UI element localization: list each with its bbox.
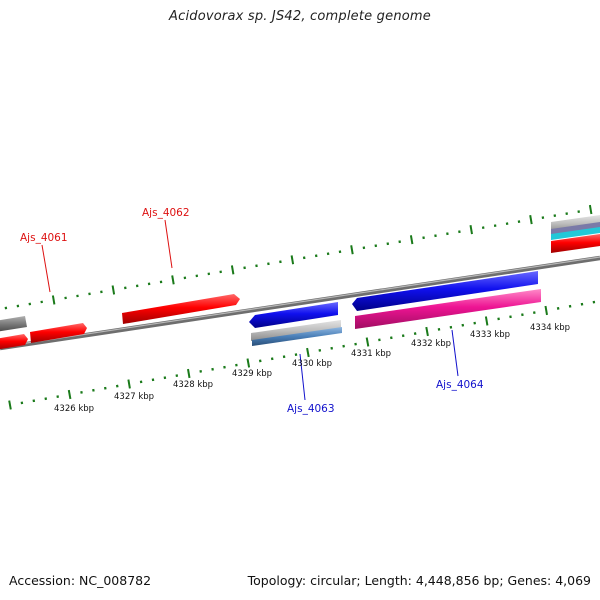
upper-ruler-major-tick (290, 255, 295, 265)
gene-ajs-4064 (352, 271, 538, 311)
lower-ruler-minor-tick (556, 306, 560, 310)
gene-label-ajs-4063: Ajs_4063 (287, 403, 335, 415)
label-leader-lines (41, 219, 459, 401)
lower-ruler-minor-tick (115, 384, 119, 388)
leader-ajs-4064 (451, 329, 459, 377)
genome-summary-text: Topology: circular; Length: 4,448,856 bp… (247, 573, 591, 588)
gene-feature-right-cyan (551, 227, 600, 240)
gene-feature-right-red (551, 234, 600, 253)
lower-ruler-major-tick (246, 358, 251, 368)
lower-ruler-major-tick (187, 368, 191, 379)
upper-ruler-major-tick (171, 275, 175, 285)
gene-ajs-4061 (30, 323, 87, 343)
leader-ajs-4062 (164, 219, 173, 269)
ruler-label-4326: 4326 kbp (54, 404, 94, 414)
lower-ruler-minor-tick (258, 359, 262, 363)
upper-ruler-major-tick (230, 265, 235, 275)
map-title: Acidovorax sp. JS42, complete genome (169, 9, 431, 24)
gene-ajs-4062 (122, 294, 240, 324)
lower-ruler-major-tick (127, 379, 131, 389)
lower-ruler-major-tick (8, 400, 12, 410)
genome-backbone (0, 255, 600, 351)
gene-ajs-4063-grey-feature (251, 320, 341, 341)
lower-ruler-major-tick (67, 389, 72, 400)
upper-ruler-major-tick (469, 225, 473, 235)
ruler-label-4332: 4332 kbp (411, 339, 451, 349)
upper-ruler-major-tick (51, 295, 56, 305)
gene-ajs-4063-steel-feature (252, 327, 342, 346)
ruler-label-4328: 4328 kbp (173, 380, 213, 390)
lower-ruler-major-tick (425, 326, 429, 337)
gene-feature-left-grey (0, 316, 27, 332)
ruler-label-4327: 4327 kbp (114, 392, 154, 402)
lower-ruler-minor-tick (44, 397, 48, 401)
ruler-label-4334: 4334 kbp (530, 323, 570, 333)
ruler-label-4329: 4329 kbp (232, 369, 272, 379)
forward-strand-features (0, 215, 600, 350)
ruler-label-4330: 4330 kbp (292, 359, 332, 369)
upper-tick-ruler (4, 204, 593, 310)
gene-label-ajs-4062: Ajs_4062 (142, 207, 190, 219)
lower-ruler-major-tick (306, 347, 310, 358)
ruler-label-4331: 4331 kbp (351, 349, 391, 359)
gene-ajs-4060 (0, 334, 28, 350)
leader-ajs-4063 (299, 353, 306, 401)
gene-label-ajs-4064: Ajs_4064 (436, 379, 484, 391)
gene-label-ajs-4061: Ajs_4061 (20, 232, 68, 244)
upper-ruler-major-tick (588, 204, 593, 215)
upper-ruler-major-tick (111, 285, 116, 295)
ruler-label-4333: 4333 kbp (470, 330, 510, 340)
lower-ruler-major-tick (544, 305, 548, 316)
lower-ruler-minor-tick (342, 344, 345, 348)
lower-ruler-major-tick (365, 337, 370, 347)
reverse-strand-features (249, 271, 541, 346)
lower-tick-ruler (8, 300, 596, 410)
accession-text: Accession: NC_008782 (9, 573, 152, 588)
gene-ajs-4063 (249, 302, 338, 328)
lower-ruler-minor-tick (413, 332, 417, 336)
lower-ruler-major-tick (484, 316, 489, 326)
gene-ajs-4064-pink-feature (355, 289, 541, 329)
genome-backbone-highlight (0, 256, 600, 348)
leader-ajs-4061 (41, 244, 51, 293)
upper-ruler-major-tick (409, 235, 414, 245)
upper-ruler-major-tick (350, 245, 354, 255)
upper-ruler-major-tick (529, 215, 533, 225)
